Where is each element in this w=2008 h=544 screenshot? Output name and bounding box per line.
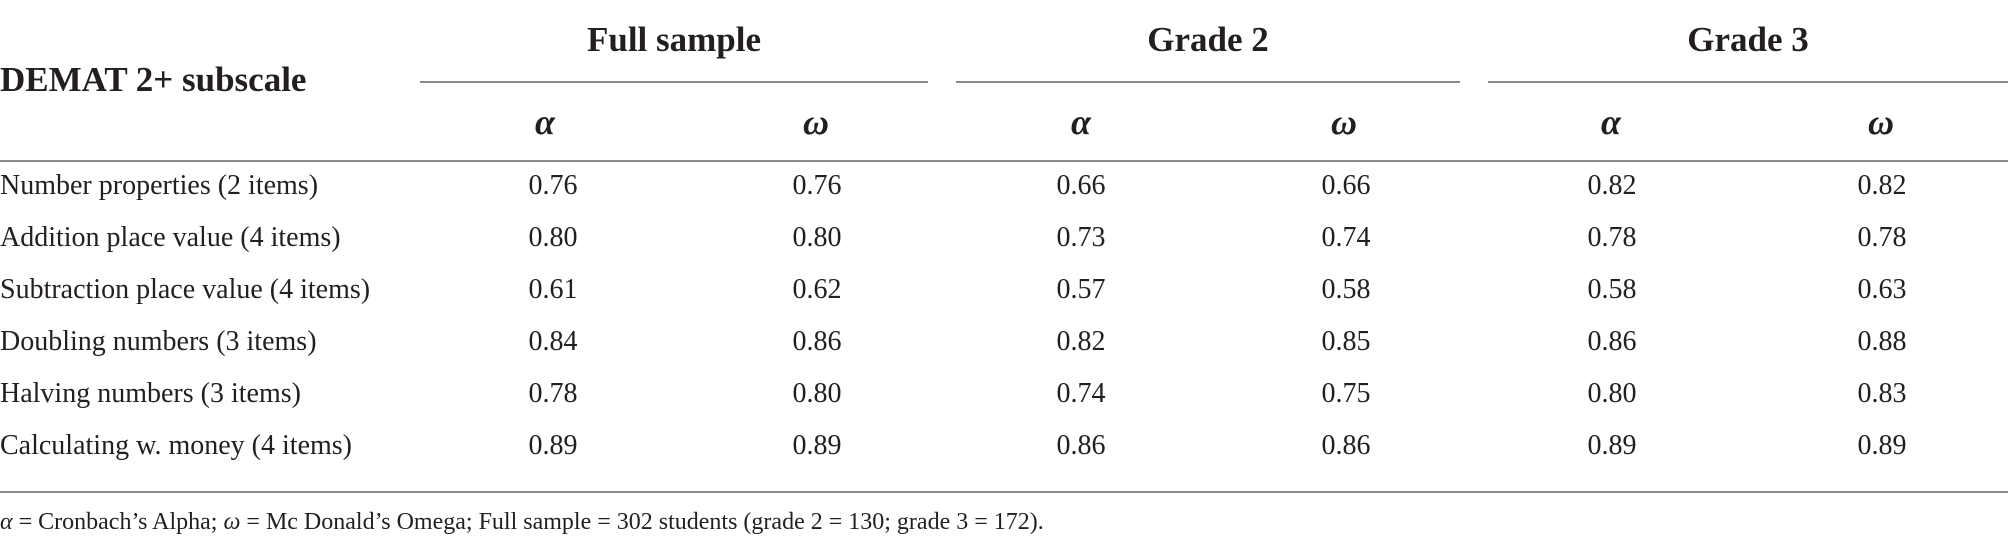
group-rule-full-sample (420, 81, 928, 83)
cell-value: 0.78 (528, 378, 578, 409)
cell-value: 0.80 (792, 222, 842, 253)
cell-value: 0.85 (1321, 326, 1371, 357)
cell-value: 0.74 (1321, 222, 1371, 253)
table-row: Calculating w. money (4 items) 0.89 0.89… (0, 420, 2008, 472)
cell-value: 0.89 (1587, 430, 1637, 461)
row-label: Doubling numbers (3 items) (0, 326, 317, 357)
cell-value: 0.80 (1587, 378, 1637, 409)
row-label: Subtraction place value (4 items) (0, 274, 371, 305)
cell-value: 0.80 (792, 378, 842, 409)
subheader-alpha-grade-3: α (1601, 102, 1621, 142)
cell-value: 0.66 (1321, 170, 1371, 201)
cell-value: 0.82 (1587, 170, 1637, 201)
cell-value: 0.89 (792, 430, 842, 461)
row-label: Number properties (2 items) (0, 170, 319, 201)
header-rule (0, 160, 2008, 162)
group-header-grade-3: Grade 3 (1687, 20, 1809, 59)
cell-value: 0.82 (1857, 170, 1907, 201)
cell-value: 0.63 (1857, 274, 1907, 305)
cell-value: 0.62 (792, 274, 842, 305)
footnote-alpha-text: = Cronbach’s Alpha; (12, 509, 224, 535)
cell-value: 0.76 (792, 170, 842, 201)
bottom-rule (0, 491, 2008, 493)
subheader-omega-grade-3: ω (1867, 102, 1895, 142)
cell-value: 0.76 (528, 170, 578, 201)
cell-value: 0.82 (1056, 326, 1106, 357)
group-header-full-sample: Full sample (586, 20, 762, 59)
cell-value: 0.58 (1587, 274, 1637, 305)
cell-value: 0.89 (1857, 430, 1907, 461)
subheader-alpha-full: α (535, 102, 555, 142)
cell-value: 0.84 (528, 326, 578, 357)
cell-value: 0.73 (1056, 222, 1106, 253)
table-row: Subtraction place value (4 items) 0.61 0… (0, 264, 2008, 316)
cell-value: 0.58 (1321, 274, 1371, 305)
cell-value: 0.66 (1056, 170, 1106, 201)
subheader-omega-grade-2: ω (1330, 102, 1358, 142)
group-rule-grade-2 (956, 81, 1460, 83)
stub-header: DEMAT 2+ subscale (0, 60, 307, 99)
table-footnote: α = Cronbach’s Alpha; ω = Mc Donald’s Om… (0, 506, 1044, 538)
cell-value: 0.89 (528, 430, 578, 461)
table-row: Addition place value (4 items) 0.80 0.80… (0, 212, 2008, 264)
cell-value: 0.61 (528, 274, 578, 305)
table-row: Doubling numbers (3 items) 0.84 0.86 0.8… (0, 316, 2008, 368)
cell-value: 0.88 (1857, 326, 1907, 357)
cell-value: 0.57 (1056, 274, 1106, 305)
cell-value: 0.86 (792, 326, 842, 357)
cell-value: 0.80 (528, 222, 578, 253)
subheader-omega-full: ω (802, 102, 830, 142)
row-label: Calculating w. money (4 items) (0, 430, 352, 461)
footnote-omega-text: = Mc Donald’s Omega; Full sample = 302 s… (240, 509, 1044, 535)
table-row: Halving numbers (3 items) 0.78 0.80 0.74… (0, 368, 2008, 420)
table-row: Number properties (2 items) 0.76 0.76 0.… (0, 160, 2008, 212)
row-label: Addition place value (4 items) (0, 222, 341, 253)
cell-value: 0.75 (1321, 378, 1371, 409)
row-label: Halving numbers (3 items) (0, 378, 301, 409)
cell-value: 0.86 (1587, 326, 1637, 357)
subheader-alpha-grade-2: α (1071, 102, 1091, 142)
group-header-grade-2: Grade 2 (1147, 20, 1269, 59)
cell-value: 0.78 (1857, 222, 1907, 253)
cell-value: 0.78 (1587, 222, 1637, 253)
group-rule-grade-3 (1488, 81, 2008, 83)
footnote-omega-symbol: ω (223, 509, 241, 535)
footnote-alpha-symbol: α (0, 509, 13, 535)
cell-value: 0.86 (1321, 430, 1371, 461)
cell-value: 0.83 (1857, 378, 1907, 409)
cell-value: 0.86 (1056, 430, 1106, 461)
cell-value: 0.74 (1056, 378, 1106, 409)
